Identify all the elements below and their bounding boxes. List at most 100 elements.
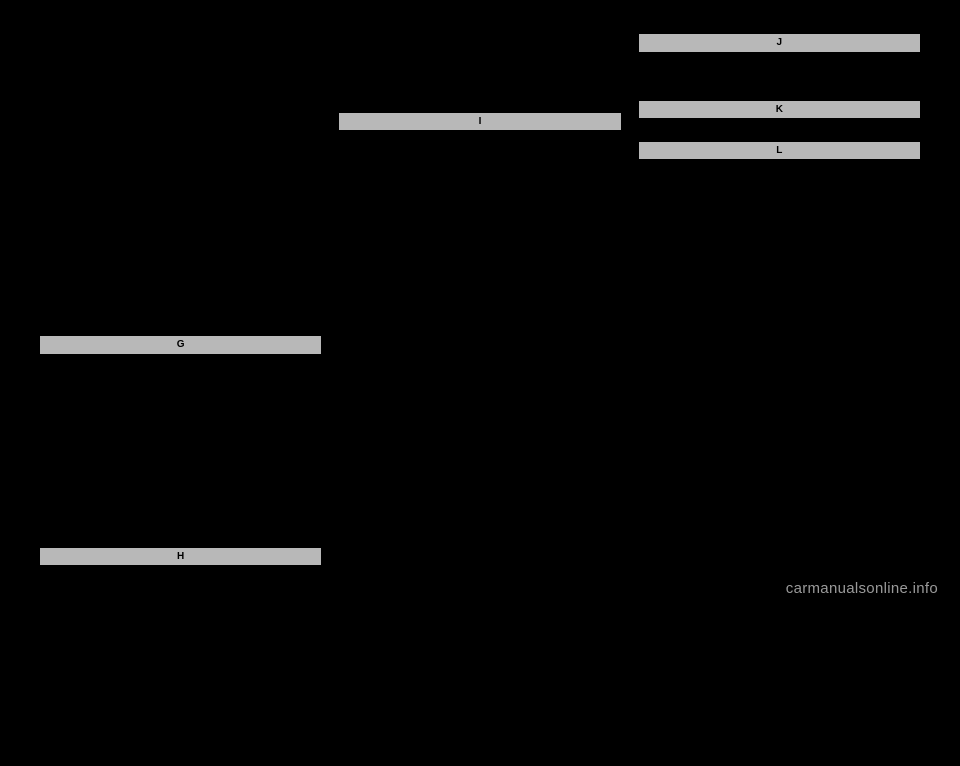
entry-text: Introduction <box>339 384 614 396</box>
entry-text: High Altitude, Starting at <box>339 41 601 53</box>
index-entry: Keys77 <box>639 122 920 134</box>
entry-page: 79 <box>906 294 920 306</box>
entry-page: 72 <box>307 701 321 713</box>
entry-text: Automatic Transmission <box>50 107 302 119</box>
index-entry: Fluids <box>40 94 321 106</box>
entry-page: 222 <box>302 159 321 171</box>
entry-text: Bulb Replacement <box>649 229 901 241</box>
index-entry: Halogen Headlight Bulbs227 <box>40 569 321 581</box>
index-entry: Switch79 <box>339 187 620 199</box>
entry-text: Head Restraints <box>40 753 307 765</box>
index-entry: Load Limit167, 193 <box>639 281 920 293</box>
entry-page: 158 <box>302 410 321 422</box>
entry-page: 108 <box>602 28 621 40</box>
index-entry: Headlights <box>40 635 321 647</box>
entry-text: Tire Repair Kit <box>50 67 302 79</box>
entry-text: Keys <box>639 122 906 134</box>
index-entry: Fuel66 <box>40 476 321 488</box>
entry-page: 227 <box>302 569 321 581</box>
entry-page: 66 <box>307 463 321 475</box>
entry-page: 227 <box>302 648 321 660</box>
index-entry: Flat Tire, Changing a260 <box>40 28 321 40</box>
index-entry: Reminder Chime72 <box>40 714 321 726</box>
entry-text: Clutch <box>50 133 302 145</box>
index-entry: High-Low Beam Switch72 <box>339 54 620 66</box>
entry-text: Installing a Child Seat <box>339 331 606 343</box>
index-entry: Instrument Panel Brightness73 <box>339 358 620 370</box>
entry-text: Inflation, Proper Tire <box>339 292 601 304</box>
entry-page: 62 <box>307 397 321 409</box>
index-entry: Folding Rear Seat93 <box>40 186 321 198</box>
entry-page: 93 <box>307 186 321 198</box>
index-entry: Inspection, Tire248 <box>339 318 620 330</box>
entry-text: Fuses, Checking the <box>40 317 302 329</box>
entry-text: Lights <box>639 216 920 228</box>
entry-page: 58 <box>906 242 920 254</box>
index-entry: Identification Number, Vehicle302 <box>339 134 620 146</box>
entry-text: Indicator <box>649 242 906 254</box>
entry-text: Fill Door and Cap <box>50 225 302 237</box>
entry-text: Hood, Opening the <box>339 67 601 79</box>
entry-text: Load Limit <box>639 281 881 293</box>
index-entry: Hood, Opening the160 <box>339 67 620 79</box>
entry-text: Hatch <box>40 582 321 594</box>
index-entry: Hatch <box>40 582 321 594</box>
entry-page: 260 <box>302 54 321 66</box>
entry-text: Fuel <box>50 476 307 488</box>
index-entry: Heating and Cooling108 <box>339 28 620 40</box>
index-entry: Manual Transmission175 <box>40 515 321 527</box>
entry-text: Low Fuel Indicator <box>50 397 307 409</box>
entry-page: 178 <box>302 502 321 514</box>
entry-page: 248 <box>602 318 621 330</box>
index-entry: Head Restraints90 <box>40 753 321 765</box>
entry-page: 73 <box>607 358 621 370</box>
index-entry: Octane Requirement158 <box>40 410 321 422</box>
entry-text: Flat Tire, Changing a <box>40 28 302 40</box>
index-entry: Label, Certification302 <box>639 163 920 175</box>
entry-page: 57 <box>607 345 621 357</box>
entry-text: Engine Coolant Temperature <box>50 463 307 475</box>
entry-page: 68 <box>607 81 621 93</box>
entry-text: Tank, Filling the <box>50 291 302 303</box>
entry-text: If Your Vehicle Has to be Towed <box>339 147 601 159</box>
entry-text: iPod <box>339 397 581 409</box>
entry-text: Timing Control System <box>349 200 601 212</box>
index-entry: Hazard Warning Flashers74 <box>40 622 321 634</box>
index-entry: Reserve Indicator62 <box>40 278 321 290</box>
entry-page: 72 <box>607 54 621 66</box>
entry-text: Gas Mileage, Improving <box>40 358 302 370</box>
entry-page: 62 <box>307 609 321 621</box>
index-page: Flat Tire, Changing a260Flat Tire, If Yo… <box>0 0 960 611</box>
index-entry: Gauge66 <box>40 238 321 250</box>
entry-page: 260 <box>302 28 321 40</box>
entry-text: FM Stereo Radio Reception <box>40 173 302 185</box>
index-entry: Engine Coolant Temperature66 <box>40 463 321 475</box>
entry-text: Instrument Panel <box>339 345 606 357</box>
index-entry: Low Beams, Turning on72 <box>40 701 321 713</box>
entry-text: Indicators, Instrument Panel <box>339 239 606 251</box>
entry-page: 162 <box>302 304 321 316</box>
index-entry: Floor Mats243 <box>40 81 321 93</box>
entry-text: Immobilizer System <box>339 213 606 225</box>
entry-page: i <box>615 384 621 396</box>
entry-text: Gauges <box>40 450 321 462</box>
index-entry: Jacking up the Vehicle262 <box>639 56 920 68</box>
entry-text: Reminder Chime <box>50 714 307 726</box>
entry-text: Label, Certification <box>639 163 901 175</box>
index-entry: Keys77 <box>339 174 620 186</box>
entry-text: Instrument Panel Brightness <box>339 358 606 370</box>
entry-page: 225 <box>302 120 321 132</box>
entry-page: 72 <box>906 255 920 267</box>
entry-text: Turn Signal <box>649 268 906 280</box>
index-entry: Hydraulic Clutch225 <box>339 94 620 106</box>
entry-page: 106 <box>602 371 621 383</box>
entry-text: Inside Mirror <box>339 305 606 317</box>
index-entry: Interior Lights106 <box>339 371 620 383</box>
index-entry: Lane Change, Signaling72 <box>639 176 920 188</box>
index-entry: Windshield Washer222 <box>40 159 321 171</box>
index-entry: Tether Anchorage Points47 <box>339 279 620 291</box>
entry-text: Halogen Headlight Bulbs <box>40 569 302 581</box>
index-entry: Oxygenated158 <box>40 265 321 277</box>
index-entry: Turning on72 <box>40 740 321 752</box>
index-entry: LATCH Anchorage System44 <box>639 202 920 214</box>
